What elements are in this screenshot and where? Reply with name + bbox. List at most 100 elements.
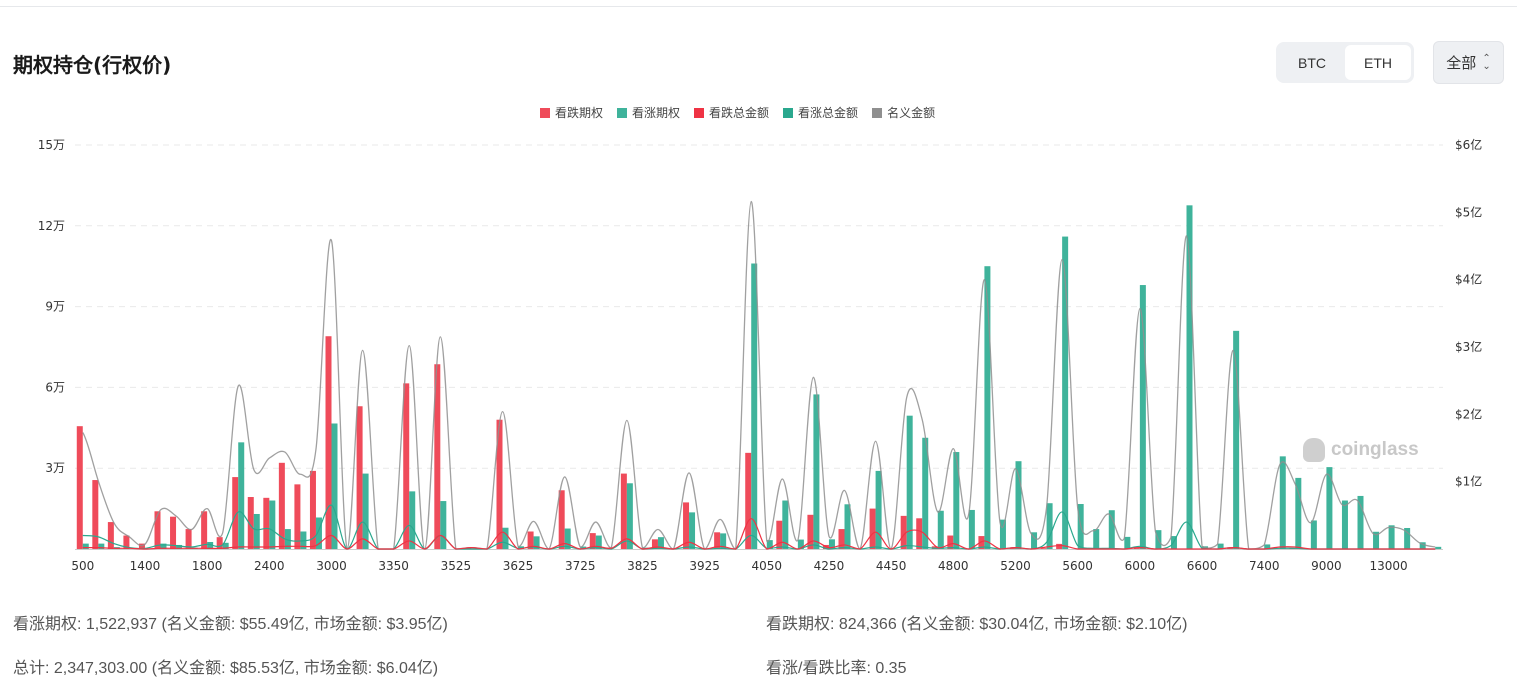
legend-item-call-amount[interactable]: 看涨总金额	[783, 104, 858, 121]
call-bar	[968, 509, 975, 549]
call-bar	[657, 537, 664, 549]
right-axis-tick-label: $5亿	[1455, 204, 1482, 219]
call-bar	[362, 473, 369, 549]
put-bar	[154, 511, 161, 549]
put-bar	[76, 426, 83, 549]
put-bar	[651, 539, 658, 549]
call-bar	[440, 501, 447, 549]
right-axis-tick-label: $1亿	[1455, 474, 1482, 489]
legend-swatch	[540, 107, 550, 118]
call-bar	[813, 394, 820, 549]
chart-legend: 看跌期权 看涨期权 看跌总金额 看涨总金额 名义金额	[540, 104, 935, 121]
coinglass-logo-icon	[1303, 438, 1325, 462]
legend-item-puts[interactable]: 看跌期权	[540, 104, 603, 121]
call-bar	[1295, 477, 1302, 549]
legend-swatch	[617, 107, 628, 118]
call-bar	[922, 437, 929, 549]
x-axis-tick-label: 7400	[1249, 559, 1280, 573]
call-bar	[269, 500, 276, 549]
x-axis-tick-label: 1400	[130, 559, 161, 573]
call-bar	[533, 536, 540, 549]
call-bar	[82, 543, 89, 549]
call-bar	[766, 540, 773, 549]
x-axis-tick-label: 3725	[565, 559, 596, 573]
legend-item-put-amount[interactable]: 看跌总金额	[694, 104, 769, 121]
legend-swatch	[694, 107, 705, 118]
x-axis-tick-label: 3825	[627, 559, 658, 573]
x-axis-tick-label: 4050	[751, 559, 782, 573]
put-bar	[1133, 548, 1140, 549]
x-axis-tick-label: 1800	[192, 559, 223, 573]
legend-item-calls[interactable]: 看涨期权	[617, 104, 680, 121]
put-bar	[620, 473, 627, 549]
legend-label: 看跌期权	[555, 106, 604, 120]
call-bar	[1404, 527, 1411, 549]
put-bar	[434, 364, 441, 549]
call-bar	[1233, 330, 1240, 549]
watermark-text: coinglass	[1331, 439, 1419, 460]
put-bar	[309, 470, 316, 549]
x-axis-tick-label: 500	[71, 559, 94, 573]
put-bar	[278, 462, 285, 549]
call-bar	[564, 528, 571, 549]
put-bar	[558, 490, 565, 549]
legend-label: 名义金额	[887, 106, 936, 120]
put-bar	[900, 515, 907, 549]
right-axis-tick-label: $2亿	[1455, 406, 1482, 421]
expiry-select-value: 全部	[1446, 54, 1477, 72]
put-bar	[745, 452, 752, 549]
call-bar	[1015, 461, 1022, 549]
call-bar	[238, 442, 245, 549]
call-bar	[315, 517, 322, 549]
call-bar	[1435, 546, 1442, 549]
put-bar	[294, 484, 301, 549]
put-bar	[496, 419, 503, 549]
legend-label: 看涨总金额	[798, 106, 859, 120]
call-bar	[1093, 529, 1100, 549]
call-bar	[1031, 532, 1038, 549]
call-bar	[253, 513, 260, 549]
call-bar	[1186, 205, 1193, 549]
call-bar	[906, 415, 913, 549]
put-bar	[356, 406, 363, 549]
call-bar	[580, 546, 587, 549]
toggle-eth[interactable]: ETH	[1345, 45, 1411, 80]
call-bar	[751, 263, 758, 549]
put-bar	[947, 535, 954, 549]
call-bar	[1124, 536, 1131, 549]
x-axis-tick-label: 4250	[814, 559, 845, 573]
total-summary: 总计: 2,347,303.00 (名义金额: $85.53亿, 市场金额: $…	[13, 660, 439, 677]
put-bar	[247, 497, 254, 549]
toggle-btc[interactable]: BTC	[1298, 54, 1326, 71]
x-axis-tick-label: 4800	[938, 559, 969, 573]
page-title: 期权持仓(行权价)	[13, 53, 172, 77]
legend-swatch	[872, 107, 883, 118]
put-bar	[776, 520, 783, 549]
notional-line	[82, 200, 1436, 550]
x-axis-tick-label: 6000	[1125, 559, 1156, 573]
put-bar	[714, 532, 721, 549]
call-bar	[595, 535, 602, 549]
put-bar	[325, 336, 332, 549]
call-bar	[1341, 500, 1348, 549]
call-bar	[284, 529, 291, 549]
put-bar	[916, 518, 923, 549]
call-bar	[222, 542, 229, 549]
right-axis-tick-label: $4亿	[1455, 272, 1482, 287]
put-bar	[216, 537, 223, 549]
put-bar	[92, 480, 99, 549]
put-bar	[978, 536, 985, 549]
call-bar	[1062, 236, 1069, 549]
call-bar	[502, 527, 509, 549]
legend-item-notional[interactable]: 名义金额	[872, 104, 935, 121]
call-bar	[331, 423, 338, 549]
right-axis-tick-label: $3亿	[1455, 339, 1482, 354]
call-bar	[953, 452, 960, 549]
left-axis-tick-label: 12万	[38, 219, 65, 233]
call-bar	[1310, 520, 1317, 549]
legend-label: 看跌总金额	[709, 106, 770, 120]
left-axis-tick-label: 6万	[45, 380, 65, 394]
put-bar	[807, 514, 814, 549]
call-bar	[1108, 510, 1115, 549]
expiry-select[interactable]: 全部 ⌃ ⌄	[1433, 41, 1504, 84]
